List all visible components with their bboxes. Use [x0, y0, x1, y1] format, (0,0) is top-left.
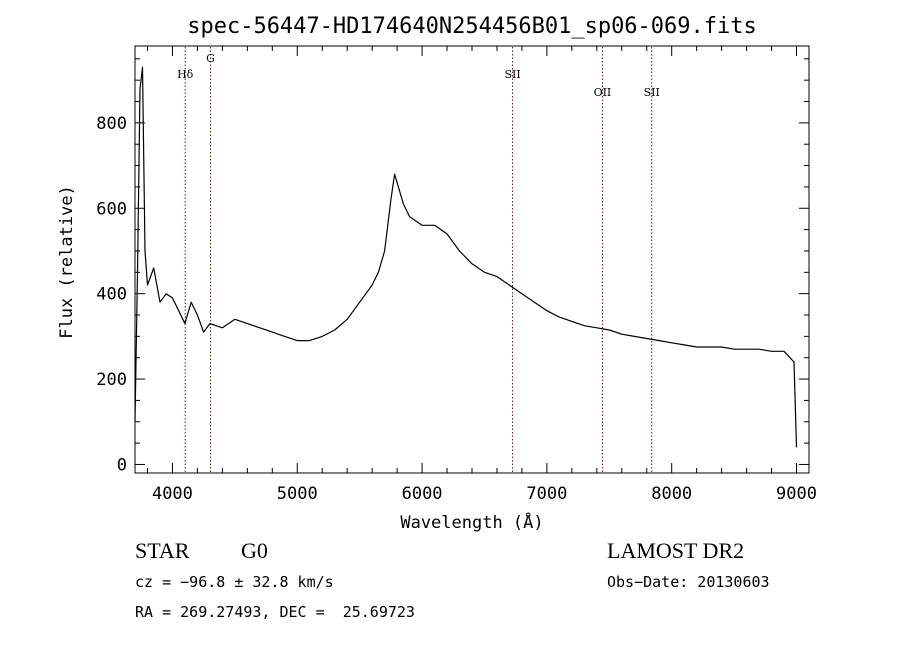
spectrum-line	[134, 66, 798, 448]
coordinates: RA = 269.27493, DEC = 25.69723	[135, 603, 415, 621]
y-tick-label: 800	[96, 114, 127, 134]
y-tick-label: 400	[96, 285, 127, 305]
line-marker-label: SII	[504, 68, 520, 81]
object-class: STAR	[135, 538, 190, 563]
y-tick-label: 200	[96, 370, 127, 390]
y-axis-label: Flux (relative)	[57, 185, 77, 339]
x-axis-label: Wavelength (Å)	[400, 511, 543, 533]
redshift-velocity: cz = −96.8 ± 32.8 km/s	[135, 573, 334, 591]
plot-area: Hδ G SII OII SII 4000 5000 6000 7000 8000 9000 0 200…	[96, 46, 817, 504]
y-tick-label: 600	[96, 199, 127, 219]
x-tick-label: 7000	[526, 484, 567, 504]
line-marker-label: SII	[644, 86, 660, 99]
x-tick-label: 9000	[776, 484, 817, 504]
observation-date: Obs−Date: 20130603	[607, 573, 770, 591]
chart-title: spec-56447-HD174640N254456B01_sp06-069.f…	[187, 14, 757, 39]
x-tick-label: 5000	[277, 484, 318, 504]
plot-frame	[134, 45, 810, 474]
line-marker-label: Hδ	[177, 68, 194, 81]
x-tick-label: 6000	[402, 484, 443, 504]
x-tick-label: 4000	[152, 484, 193, 504]
object-subclass: G0	[241, 538, 268, 563]
survey-name: LAMOST DR2	[607, 538, 745, 563]
line-marker-label: G	[206, 52, 215, 65]
line-marker-label: OII	[594, 86, 612, 99]
x-tick-label: 8000	[651, 484, 692, 504]
y-tick-label: 0	[117, 455, 127, 475]
